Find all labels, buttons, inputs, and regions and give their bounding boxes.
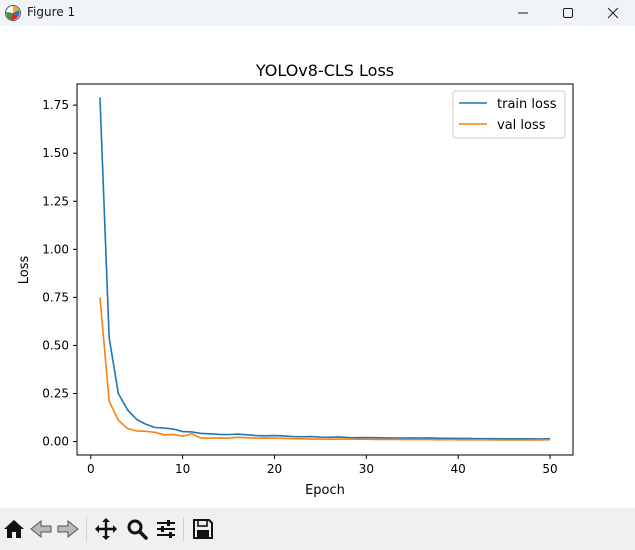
y-tick-label: 0.75 bbox=[42, 290, 69, 304]
x-axis-label: Epoch bbox=[305, 483, 345, 498]
arrow-right-icon bbox=[57, 519, 79, 539]
x-tick-label: 10 bbox=[175, 462, 190, 476]
save-button[interactable] bbox=[190, 516, 216, 542]
minimize-button[interactable] bbox=[500, 0, 546, 26]
zoom-button[interactable] bbox=[124, 516, 150, 542]
navigation-toolbar bbox=[0, 508, 635, 550]
close-button[interactable] bbox=[590, 0, 635, 26]
toolbar-separator bbox=[86, 517, 87, 541]
loss-chart[interactable]: YOLOv8-CLS Loss 0 10 20 30 40 500.000.250.500… bbox=[0, 26, 635, 508]
maximize-icon bbox=[563, 8, 573, 18]
y-tick-label: 1.50 bbox=[42, 146, 69, 160]
floppy-disk-icon bbox=[193, 519, 213, 539]
legend: train loss val loss bbox=[452, 90, 566, 139]
series-line-train-loss bbox=[99, 97, 551, 440]
figure-canvas[interactable]: YOLOv8-CLS Loss 0 10 20 30 40 50 0.00 0.25 0.50 0… bbox=[0, 26, 635, 508]
pan-button[interactable] bbox=[93, 516, 119, 542]
x-tick-label: 30 bbox=[359, 462, 374, 476]
close-icon bbox=[607, 7, 619, 19]
arrow-left-icon bbox=[30, 519, 52, 539]
y-tick-label: 1.00 bbox=[42, 242, 69, 256]
matplotlib-logo-icon bbox=[5, 5, 21, 21]
maximize-button[interactable] bbox=[545, 0, 591, 26]
series-line-val-loss bbox=[99, 297, 551, 441]
y-tick-label: 1.75 bbox=[42, 98, 69, 112]
window-title: Figure 1 bbox=[27, 5, 76, 19]
y-tick-label: 0.50 bbox=[42, 338, 69, 352]
y-tick-label: 0.25 bbox=[42, 386, 69, 400]
x-tick-label: 20 bbox=[267, 462, 282, 476]
configure-subplots-button[interactable] bbox=[153, 516, 179, 542]
x-tick-label: 50 bbox=[542, 462, 557, 476]
sliders-icon bbox=[157, 520, 175, 538]
home-button[interactable] bbox=[1, 516, 27, 542]
minimize-icon bbox=[518, 12, 528, 14]
series-lines bbox=[99, 97, 551, 441]
back-button[interactable] bbox=[28, 516, 54, 542]
axes-frame bbox=[76, 83, 574, 456]
chart-title: YOLOv8-CLS Loss bbox=[255, 61, 394, 80]
y-tick-label: 1.25 bbox=[42, 194, 69, 208]
x-tick-label: 0 bbox=[87, 462, 95, 476]
window-titlebar[interactable]: Figure 1 bbox=[0, 0, 635, 26]
forward-button[interactable] bbox=[55, 516, 81, 542]
x-tick-label: 40 bbox=[451, 462, 466, 476]
move-arrows-icon bbox=[95, 518, 117, 540]
y-axis-label: Loss bbox=[17, 256, 32, 285]
legend-label-val-loss: val loss bbox=[497, 118, 546, 133]
axes: 0 10 20 30 40 50 0.00 0.25 0.50 0.75 1.00 1.25 1.50 1… bbox=[42, 98, 557, 476]
y-tick-label: 0.00 bbox=[42, 435, 69, 449]
toolbar-separator bbox=[183, 517, 184, 541]
magnifier-icon bbox=[127, 519, 148, 540]
legend-label-train-loss: train loss bbox=[497, 97, 557, 112]
home-icon bbox=[4, 520, 24, 538]
